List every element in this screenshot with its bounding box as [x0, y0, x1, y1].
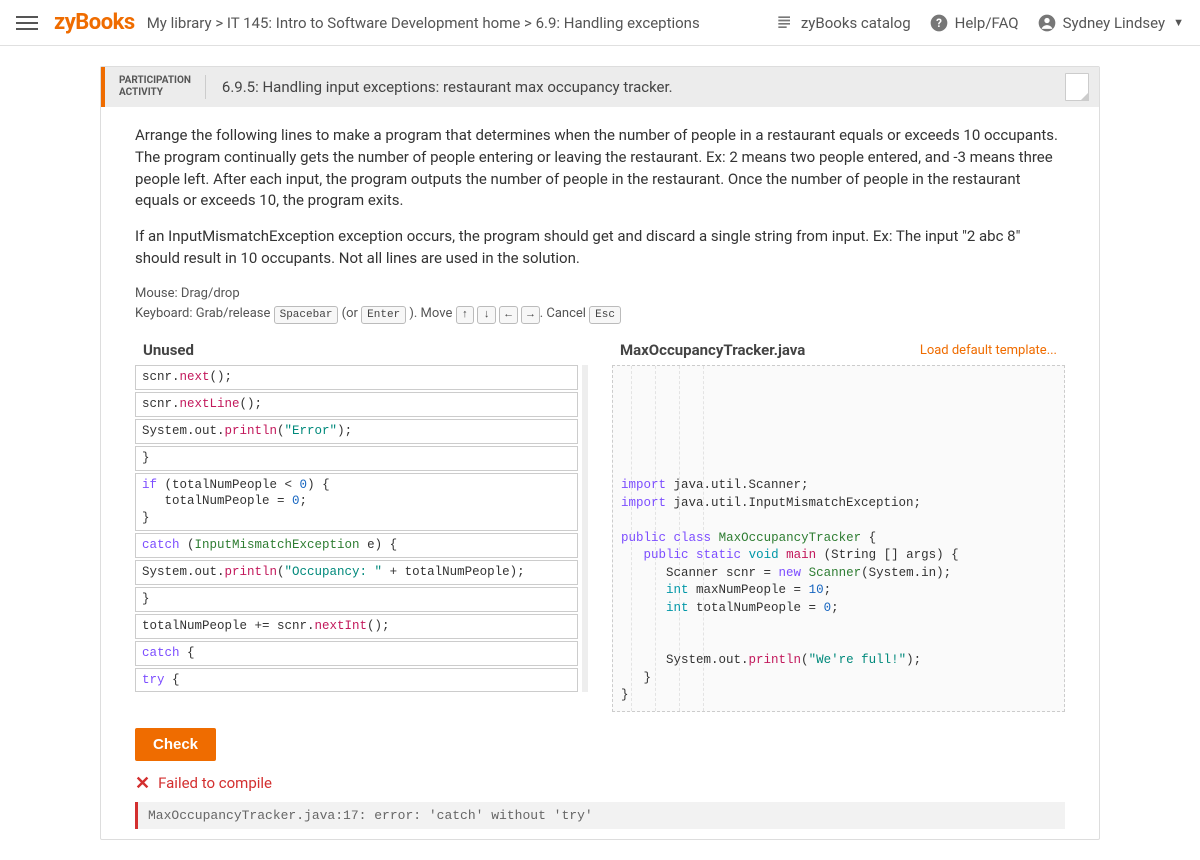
code-line[interactable]: catch (InputMismatchException e) {: [135, 533, 578, 558]
key-enter: Enter: [361, 306, 406, 324]
code-line[interactable]: System.out.println("Error");: [135, 419, 578, 444]
brand-logo[interactable]: zyBooks: [54, 10, 135, 35]
error-message: Failed to compile: [158, 774, 272, 792]
instructions-p2: If an InputMismatchException exception o…: [135, 226, 1065, 270]
keyboard-hint: Keyboard: Grab/release Spacebar (or Ente…: [135, 304, 1065, 325]
user-menu[interactable]: Sydney Lindsey ▼: [1037, 13, 1184, 33]
breadcrumb[interactable]: My library > IT 145: Intro to Software D…: [147, 14, 775, 32]
activity-header: PARTICIPATION ACTIVITY 6.9.5: Handling i…: [101, 67, 1099, 107]
catalog-icon: [775, 13, 795, 33]
svg-text:?: ?: [936, 16, 942, 30]
code-line[interactable]: }: [135, 446, 578, 471]
code-line[interactable]: System.out.println("Occupancy: " + total…: [135, 560, 578, 585]
load-template-link[interactable]: Load default template...: [920, 343, 1057, 358]
key-up: ↑: [456, 306, 475, 324]
activity-card: PARTICIPATION ACTIVITY 6.9.5: Handling i…: [100, 66, 1100, 840]
code-line[interactable]: scnr.next();: [135, 365, 578, 390]
code-line[interactable]: totalNumPeople += scnr.nextInt();: [135, 614, 578, 639]
activity-title: 6.9.5: Handling input exceptions: restau…: [206, 78, 1065, 96]
code-line[interactable]: if (totalNumPeople < 0) { totalNumPeople…: [135, 473, 578, 532]
key-esc: Esc: [589, 306, 621, 324]
key-down: ↓: [477, 306, 496, 324]
help-link[interactable]: ? Help/FAQ: [929, 13, 1019, 33]
controls-hint: Mouse: Drag/drop Keyboard: Grab/release …: [135, 284, 1065, 326]
code-line[interactable]: scnr.nextLine();: [135, 392, 578, 417]
unused-list[interactable]: scnr.next();scnr.nextLine();System.out.p…: [135, 365, 588, 692]
error-x-icon: ✕: [135, 773, 150, 794]
instructions-p1: Arrange the following lines to make a pr…: [135, 125, 1065, 212]
key-right: →: [521, 306, 540, 324]
code-drop-area[interactable]: import java.util.Scanner; import java.ut…: [612, 365, 1065, 712]
key-spacebar: Spacebar: [274, 306, 339, 324]
user-icon: [1037, 13, 1057, 33]
completion-checkbox[interactable]: [1065, 73, 1089, 101]
mouse-hint: Mouse: Drag/drop: [135, 284, 1065, 305]
help-label: Help/FAQ: [955, 14, 1019, 32]
compile-error-line: ✕ Failed to compile: [135, 773, 1065, 794]
menu-icon[interactable]: [16, 12, 38, 34]
user-label: Sydney Lindsey: [1063, 14, 1166, 32]
activity-tag: PARTICIPATION ACTIVITY: [105, 75, 206, 99]
catalog-link[interactable]: zyBooks catalog: [775, 13, 911, 33]
check-button[interactable]: Check: [135, 728, 216, 761]
filename-title: MaxOccupancyTracker.java: [620, 341, 805, 359]
key-left: ←: [499, 306, 518, 324]
chevron-down-icon: ▼: [1173, 16, 1184, 29]
help-icon: ?: [929, 13, 949, 33]
unused-title: Unused: [143, 341, 194, 359]
code-line[interactable]: catch {: [135, 641, 578, 666]
compile-error-detail: MaxOccupancyTracker.java:17: error: 'cat…: [135, 802, 1065, 829]
catalog-label: zyBooks catalog: [801, 14, 911, 32]
code-line[interactable]: try {: [135, 668, 578, 693]
code-line[interactable]: }: [135, 587, 578, 612]
editor-code: import java.util.Scanner; import java.ut…: [621, 477, 1056, 705]
